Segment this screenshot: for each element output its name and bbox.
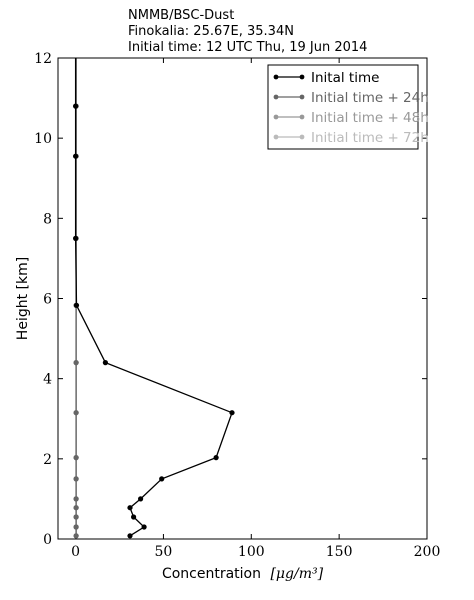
y-tick-label: 0 <box>43 532 52 548</box>
data-point <box>229 410 235 416</box>
x-tick-label: 200 <box>414 544 441 560</box>
title-line-initial-time: Initial time: 12 UTC Thu, 19 Jun 2014 <box>128 40 367 55</box>
title-line-model: NMMB/BSC-Dust <box>128 8 234 23</box>
data-point <box>141 524 147 530</box>
data-point <box>131 514 137 520</box>
data-point <box>102 360 108 366</box>
series-layer <box>73 58 235 539</box>
data-point <box>73 476 79 482</box>
legend-swatch-marker <box>273 94 279 100</box>
data-point <box>73 505 79 511</box>
legend: Inital time Initial time + 24h Initial tim… <box>267 64 429 150</box>
legend-label: Initial time + 24h <box>311 90 429 106</box>
data-point <box>73 524 79 530</box>
x-tick-label: 100 <box>238 544 265 560</box>
legend-swatch-marker <box>299 114 305 120</box>
y-tick-label: 12 <box>34 51 52 67</box>
data-point <box>73 533 79 539</box>
data-point <box>127 505 133 511</box>
data-point <box>73 103 79 109</box>
legend-swatch-marker <box>299 74 305 80</box>
legend-swatch-marker <box>299 94 305 100</box>
y-tick-label: 10 <box>34 131 52 147</box>
x-tick-label: 150 <box>326 544 353 560</box>
data-point <box>73 496 79 502</box>
y-tick-label: 8 <box>43 211 52 227</box>
legend-frame <box>267 64 419 150</box>
legend-swatch-marker <box>273 74 279 80</box>
chart-title: NMMB/BSC-Dust Finokalia: 25.67E, 35.34N … <box>128 8 367 55</box>
y-tick-label: 2 <box>43 452 52 468</box>
legend-label: Initial time + 72h <box>311 130 429 146</box>
y-axis-label: Height [km] <box>15 257 31 340</box>
data-point <box>213 455 219 461</box>
legend-swatch-marker <box>273 134 279 140</box>
x-tick-label: 50 <box>155 544 173 560</box>
y-tick-label: 4 <box>43 372 52 388</box>
series-line <box>74 58 233 537</box>
data-point <box>73 360 79 366</box>
plot-frame <box>57 57 428 540</box>
legend-swatch-marker <box>299 134 305 140</box>
series-0 <box>73 58 235 539</box>
data-point <box>138 496 144 502</box>
data-point <box>159 476 165 482</box>
data-point <box>73 455 79 461</box>
title-line-station: Finokalia: 25.67E, 35.34N <box>128 24 294 39</box>
x-axis-label-text: Concentration <box>162 566 261 582</box>
axis-ticks: 0 50 100 150 200 0 2 4 6 8 10 12 <box>34 51 440 560</box>
data-point <box>73 153 79 159</box>
x-axis-label-unit: [μg/m³] <box>270 566 323 582</box>
data-point <box>73 302 80 308</box>
y-tick-label: 6 <box>43 292 52 308</box>
x-tick-label: 0 <box>71 544 80 560</box>
data-point <box>127 533 133 539</box>
x-axis-label: Concentration [μg/m³] <box>162 566 324 582</box>
legend-swatch-marker <box>273 114 279 120</box>
legend-label: Initial time + 48h <box>311 110 429 126</box>
data-point <box>73 235 79 241</box>
legend-label: Inital time <box>311 70 379 86</box>
data-point <box>73 410 79 416</box>
data-point <box>73 514 79 520</box>
